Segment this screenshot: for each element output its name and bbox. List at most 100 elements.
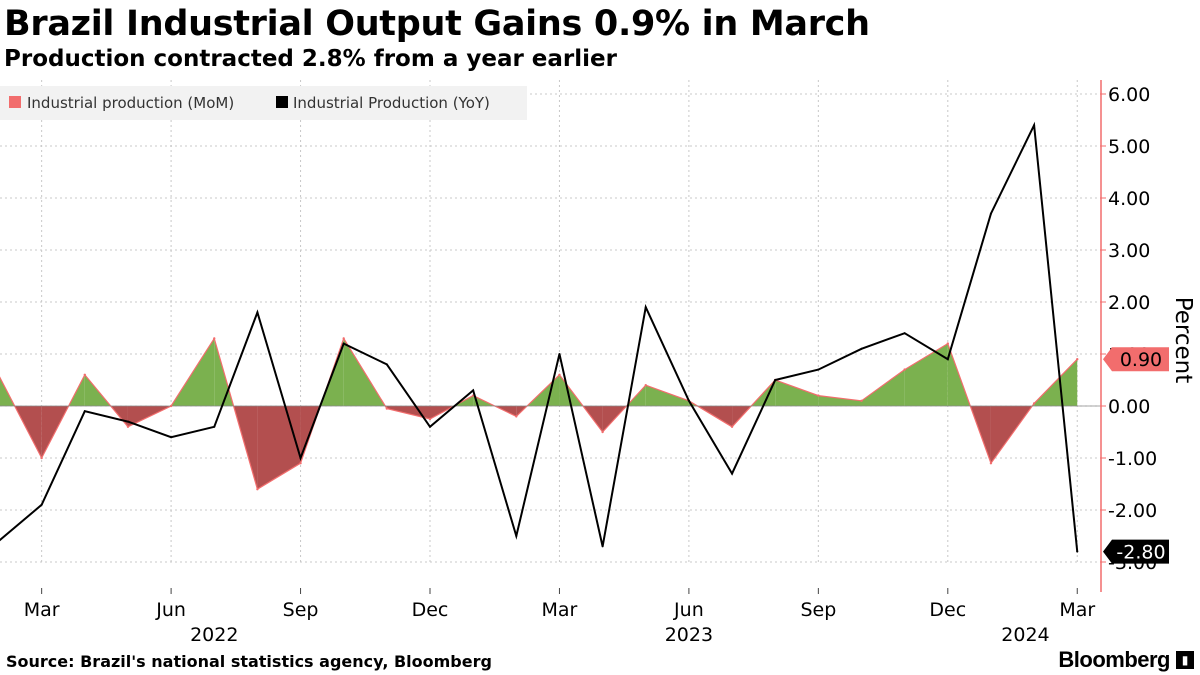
x-year-label: 2024 (1001, 624, 1049, 646)
mom-point (515, 415, 518, 418)
y-tick-label: 6.00 (1108, 84, 1150, 106)
yoy-point (126, 420, 129, 423)
yoy-point (774, 379, 777, 381)
yoy-point (83, 410, 86, 413)
y-tick-label: 4.00 (1108, 188, 1150, 210)
mom-point (299, 462, 302, 465)
x-tick-label: Sep (800, 599, 836, 621)
x-tick-label: Dec (929, 599, 966, 621)
mom-point (946, 342, 949, 345)
yoy-last-value-callout-text: -2.80 (1116, 542, 1165, 564)
y-tick-label: 3.00 (1108, 240, 1150, 262)
x-axis: Mar Jun Sep Dec Mar Jun Sep Dec Mar 2022 2023 2024 (24, 588, 1095, 646)
legend: Industrial production (MoM) Industrial P… (0, 86, 527, 120)
yoy-point (342, 342, 345, 345)
yoy-point (299, 457, 302, 459)
y-axis-label: Percent (1170, 297, 1196, 384)
legend-swatch-yoy (276, 96, 288, 108)
gridlines (0, 80, 1100, 565)
mom-point (601, 430, 604, 434)
mom-point (169, 404, 173, 408)
x-tick-label: Sep (283, 599, 319, 621)
yoy-point (731, 472, 734, 475)
yoy-point (817, 368, 820, 371)
mom-point (126, 425, 130, 428)
y-tick-label: -2.00 (1108, 500, 1157, 522)
source-note: Source: Brazil's national statistics age… (6, 652, 492, 671)
mom-point (644, 384, 647, 387)
mom-point (40, 456, 43, 460)
mom-last-value-callout-box (1103, 347, 1169, 372)
legend-swatch-mom (9, 96, 21, 108)
x-tick-label: Dec (412, 599, 449, 621)
y-tick-label: 2.00 (1108, 292, 1150, 314)
x-tick-label: Jun (155, 599, 186, 621)
mom-point (903, 368, 906, 371)
mom-area-segment (818, 395, 862, 406)
yoy-point (989, 212, 992, 215)
yoy-point (385, 363, 388, 366)
mom-point (558, 373, 561, 376)
yoy-point (644, 306, 647, 309)
last-value-callouts: 0.90 -2.80 (1103, 347, 1169, 564)
x-year-label: 2022 (190, 624, 238, 646)
x-year-label: 2023 (665, 624, 713, 646)
x-tick-label: Mar (24, 599, 60, 621)
mom-point (428, 417, 432, 421)
bloomberg-mark-icon: ▮ (1176, 651, 1194, 669)
mom-point (860, 399, 863, 402)
yoy-point (903, 332, 906, 335)
yoy-point (40, 503, 43, 506)
mom-point (385, 407, 389, 410)
yoy-point (558, 353, 561, 355)
yoy-point (601, 545, 604, 548)
yoy-point (1076, 550, 1079, 553)
mom-area-segment (861, 369, 905, 406)
mom-point (83, 373, 87, 376)
mom-area-segment (645, 385, 689, 406)
legend-label-mom: Industrial production (MoM) (27, 94, 234, 112)
chart-title: Brazil Industrial Output Gains 0.9% in M… (4, 4, 870, 44)
yoy-point (1033, 124, 1036, 127)
mom-point (256, 488, 259, 491)
yoy-point (256, 311, 259, 314)
mom-area-segment (904, 343, 948, 406)
chart-subtitle: Production contracted 2.8% from a year e… (4, 46, 617, 72)
bloomberg-logo: Bloomberg (1058, 647, 1170, 672)
y-tick-label: 5.00 (1108, 136, 1150, 158)
yoy-point (515, 535, 518, 537)
yoy-last-value-callout-box (1103, 539, 1169, 564)
mom-area-segment (257, 406, 301, 490)
mom-point (730, 425, 734, 428)
yoy-point (860, 347, 863, 350)
mom-point (817, 394, 820, 397)
mom-last-value-callout-text: 0.90 (1120, 349, 1162, 371)
mom-area-segment (386, 406, 430, 419)
yoy-last-value-callout: -2.80 (1103, 539, 1169, 564)
yoy-point (429, 425, 431, 428)
mom-point (342, 337, 345, 340)
mom-area-series (0, 336, 1100, 491)
yoy-point (946, 358, 949, 361)
mom-point (213, 337, 216, 340)
yoy-line-series (0, 121, 1079, 553)
yoy-point (687, 399, 690, 402)
mom-area-edge (0, 336, 1078, 491)
y-axis: 6.005.004.003.002.001.000.00-1.00-2.00-3… (1100, 80, 1157, 592)
legend-label-yoy: Industrial Production (YoY) (293, 94, 490, 112)
mom-point (989, 462, 993, 465)
yoy-point (472, 389, 475, 392)
x-tick-label: Mar (542, 599, 578, 621)
mom-point (1076, 358, 1079, 361)
mom-area-segment (775, 380, 819, 406)
yoy-point (170, 436, 173, 439)
yoy-point (213, 425, 216, 428)
mom-last-value-callout: 0.90 (1103, 347, 1169, 372)
legend-background (0, 86, 527, 120)
y-tick-label: -1.00 (1108, 448, 1157, 470)
y-tick-label: 0.00 (1108, 396, 1150, 418)
x-tick-label: Jun (673, 599, 704, 621)
mom-point (1032, 402, 1036, 405)
x-tick-label: Mar (1059, 599, 1095, 621)
yoy-line (0, 121, 1079, 552)
